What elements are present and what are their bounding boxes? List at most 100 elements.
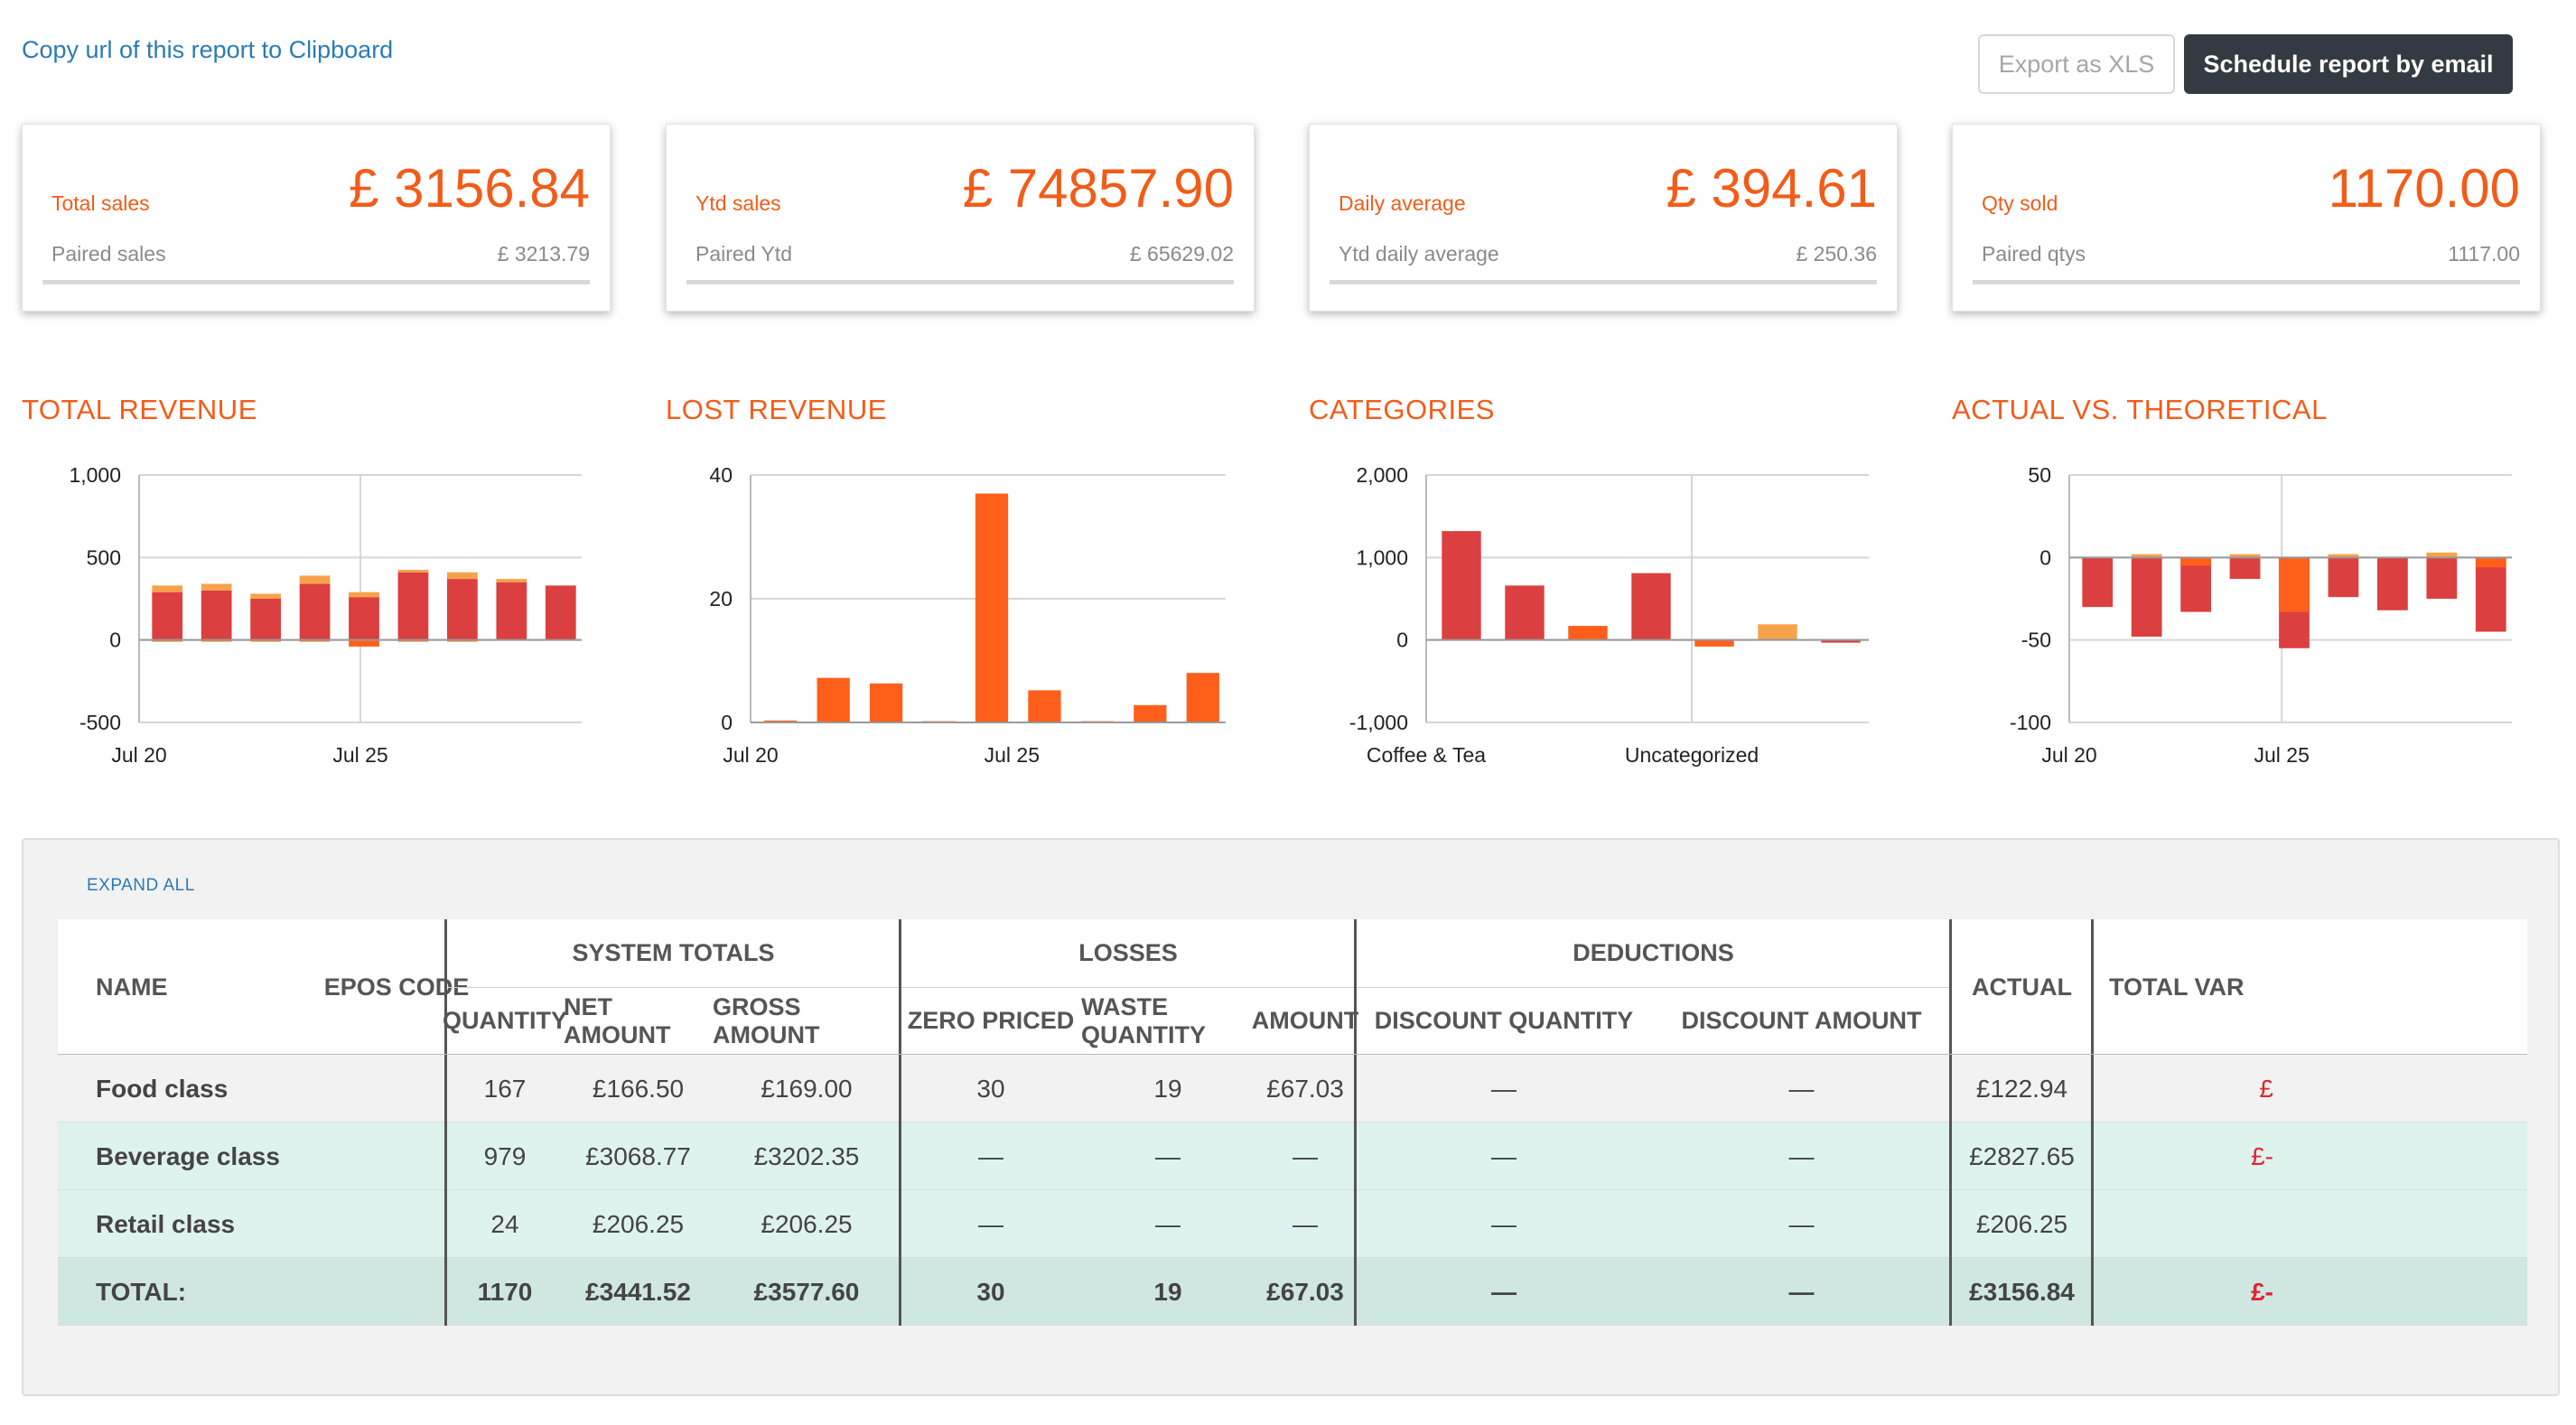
bar <box>2180 557 2211 612</box>
column-header-amount: AMOUNT <box>1251 1007 1359 1034</box>
cell-disc_amt: — <box>1788 1209 1815 1238</box>
x-tick-label: Jul 25 <box>2254 743 2310 767</box>
cell-quantity: 1170 <box>477 1277 533 1306</box>
cell-total-var <box>2093 1190 2273 1258</box>
schedule-email-button[interactable]: Schedule report by email <box>2184 34 2513 94</box>
cell-disc_amt: — <box>1788 1277 1815 1306</box>
kpi-label: Qty sold <box>1982 191 2058 215</box>
kpi-sub-value: £ 250.36 <box>1796 242 1877 265</box>
column-header-total-var: TOTAL VAR <box>2109 973 2245 1001</box>
column-header-waste: WASTE QUANTITY <box>1081 992 1206 1048</box>
bar <box>1134 704 1167 722</box>
table-total-row <box>58 1258 2527 1326</box>
expand-all-link[interactable]: EXPAND ALL <box>87 876 195 895</box>
bar <box>1631 573 1671 640</box>
column-separator <box>444 919 447 1326</box>
report-table-panel: EXPAND ALL SYSTEM TOTALS LOSSES DEDUCTIONS… <box>22 838 2560 1396</box>
column-header-quantity: QUANTITY <box>443 1007 567 1034</box>
bar <box>349 597 379 640</box>
cell-actual: £3156.84 <box>1969 1277 2075 1306</box>
row-divider <box>58 1257 2527 1258</box>
column-separator <box>899 919 901 1326</box>
cell-disc_qty: — <box>1491 1209 1517 1238</box>
cell-amount: — <box>1293 1209 1318 1238</box>
x-tick-label: Jul 20 <box>111 743 166 767</box>
row-name: Beverage class <box>96 1141 280 1170</box>
column-header-disc_amt: DISCOUNT AMOUNT <box>1681 1007 1922 1034</box>
cell-disc_amt: — <box>1788 1141 1815 1170</box>
y-tick-label: -1,000 <box>1349 711 1408 734</box>
kpi-label: Daily average <box>1339 191 1466 215</box>
cell-actual: £2827.65 <box>1969 1141 2075 1170</box>
chart-title-actual-vs-theoretical: ACTUAL VS. THEORETICAL <box>1952 394 2328 425</box>
bar <box>545 585 576 640</box>
cell-disc_qty: — <box>1491 1277 1517 1306</box>
kpi-sub-label: Paired qtys <box>1982 242 2086 265</box>
x-tick-label: Uncategorized <box>1625 743 1759 767</box>
kpi-divider <box>686 280 1234 284</box>
bar <box>2377 557 2408 610</box>
cell-gross: £3577.60 <box>753 1277 860 1306</box>
chart-title-lost-revenue: LOST REVENUE <box>666 394 887 425</box>
column-separator <box>1354 919 1357 1326</box>
bar-segment <box>2131 554 2162 558</box>
bar-segment <box>349 591 379 598</box>
kpi-card-ytd-sales: Ytd sales £ 74857.90 Paired Ytd £ 65629.… <box>666 124 1255 312</box>
cell-disc_qty: — <box>1491 1074 1517 1103</box>
table-row[interactable] <box>58 1055 2527 1122</box>
y-tick-label: 20 <box>709 587 733 610</box>
kpi-sub-value: £ 65629.02 <box>1129 242 1234 265</box>
y-tick-label: 1,000 <box>69 463 121 487</box>
row-divider <box>58 1325 2527 1326</box>
bar-segment <box>2229 554 2261 558</box>
header-bottom-line <box>58 1054 2527 1055</box>
kpi-sub-label: Paired sales <box>51 242 166 265</box>
row-name: Food class <box>96 1074 229 1103</box>
cell-waste: 19 <box>1153 1277 1182 1306</box>
bar-segment <box>2426 552 2458 558</box>
bar <box>1694 639 1734 647</box>
total-revenue-chart: 1,000 500 0 -500 Jul 20 Jul 25 <box>69 463 582 767</box>
table-row[interactable] <box>58 1190 2527 1258</box>
cell-total-var: £ <box>2259 1074 2273 1103</box>
kpi-label: Ytd sales <box>695 191 781 215</box>
kpi-label: Total sales <box>51 191 150 215</box>
cell-actual: £122.94 <box>1975 1074 2068 1103</box>
cell-quantity: 979 <box>483 1141 527 1170</box>
table-row[interactable] <box>58 1122 2527 1190</box>
column-separator <box>1949 919 1952 1326</box>
row-name: Retail class <box>96 1209 236 1238</box>
cell-gross: £169.00 <box>761 1074 853 1103</box>
bar <box>2082 557 2114 608</box>
bar <box>975 493 1009 722</box>
export-xls-button[interactable]: Export as XLS <box>1978 34 2175 94</box>
y-tick-label: 0 <box>721 711 733 734</box>
y-tick-label: -50 <box>2021 629 2051 652</box>
report-table: SYSTEM TOTALS LOSSES DEDUCTIONS NAME EPOS CO… <box>58 919 2527 1326</box>
bar <box>764 720 798 722</box>
bar-segment <box>299 575 331 584</box>
bar <box>1186 673 1219 722</box>
y-tick-label: -500 <box>79 711 121 734</box>
column-separator <box>2091 919 2094 1326</box>
kpi-value: £ 3156.84 <box>349 158 590 219</box>
x-tick-label: Jul 25 <box>985 743 1040 767</box>
bar <box>2131 557 2162 638</box>
row-name: TOTAL: <box>96 1277 187 1306</box>
cell-gross: £3202.35 <box>753 1141 860 1170</box>
bar-segment <box>2279 557 2310 612</box>
header-divider <box>1356 987 1951 988</box>
bar-segment <box>2328 554 2359 558</box>
copy-url-link[interactable]: Copy url of this report to Clipboard <box>22 36 394 63</box>
cell-zero: 30 <box>976 1074 1005 1103</box>
kpi-value: 1170.00 <box>2328 158 2520 219</box>
y-tick-label: 0 <box>1396 629 1408 652</box>
kpi-divider <box>1973 280 2520 284</box>
bar <box>1568 626 1608 640</box>
cell-disc_amt: — <box>1788 1074 1815 1103</box>
column-header-name: NAME <box>96 973 168 1001</box>
bar <box>1028 690 1061 722</box>
cell-zero: 30 <box>976 1277 1005 1306</box>
bar <box>817 677 850 722</box>
x-tick-label: Jul 20 <box>2041 743 2096 767</box>
